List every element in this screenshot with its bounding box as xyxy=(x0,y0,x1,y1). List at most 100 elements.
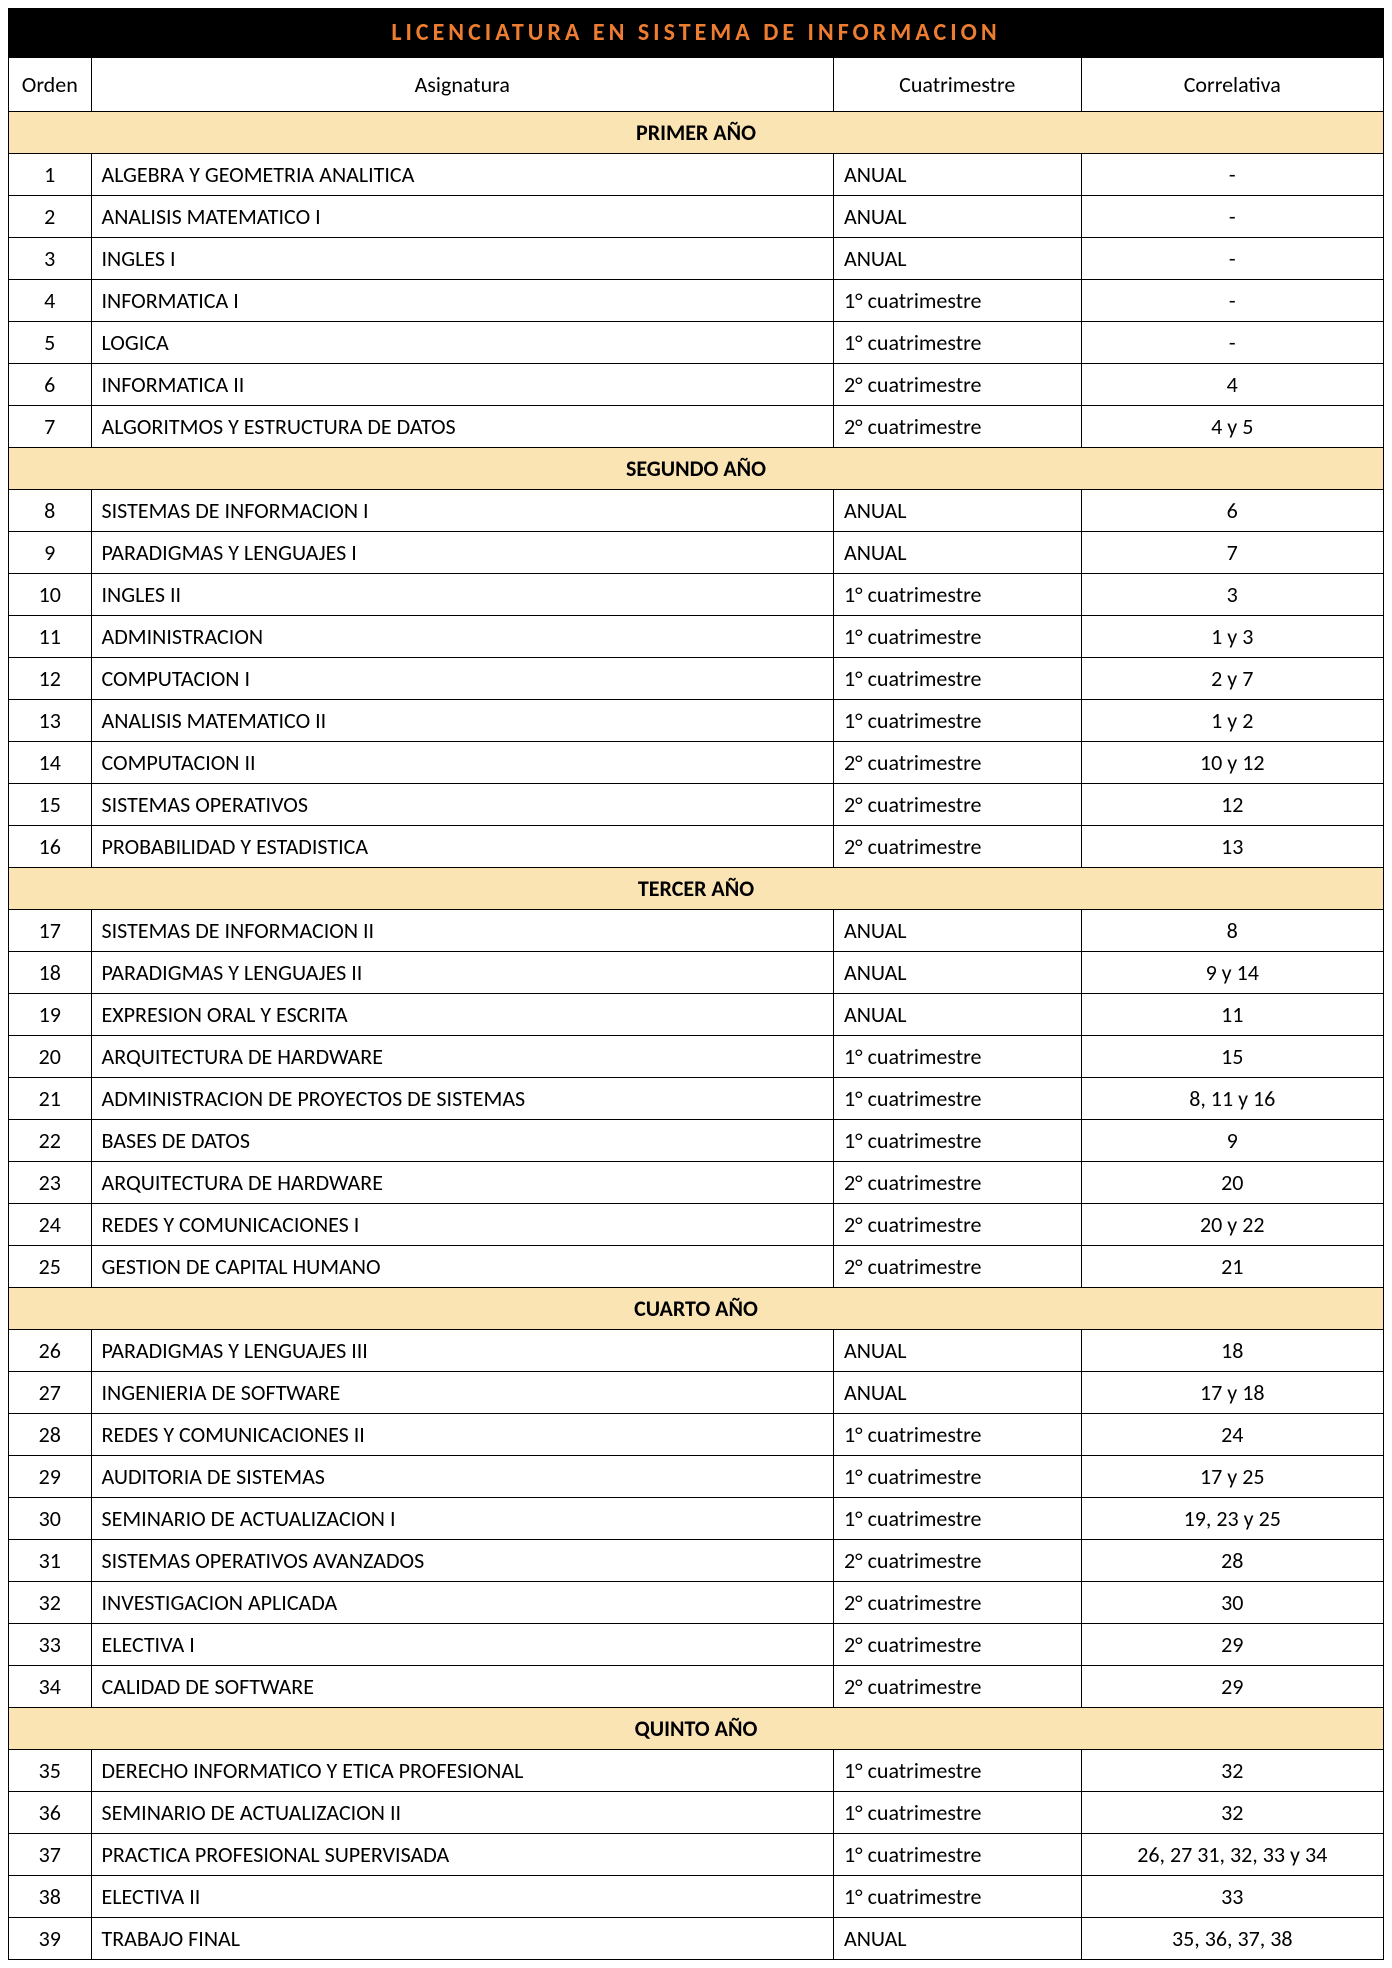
cell-orden: 21 xyxy=(9,1078,92,1120)
cell-orden: 22 xyxy=(9,1120,92,1162)
year-row: TERCER AÑO xyxy=(9,868,1384,910)
year-label: PRIMER AÑO xyxy=(9,112,1384,154)
course-row: 7ALGORITMOS Y ESTRUCTURA DE DATOS2° cuat… xyxy=(9,406,1384,448)
cell-cuatrimestre: 2° cuatrimestre xyxy=(834,1540,1082,1582)
header-row: OrdenAsignaturaCuatrimestreCorrelativa xyxy=(9,58,1384,112)
cell-correlativa: 6 xyxy=(1081,490,1384,532)
cell-asignatura: COMPUTACION II xyxy=(91,742,834,784)
cell-correlativa: 8 xyxy=(1081,910,1384,952)
header-orden: Orden xyxy=(9,58,92,112)
cell-cuatrimestre: 1° cuatrimestre xyxy=(834,1078,1082,1120)
cell-cuatrimestre: 1° cuatrimestre xyxy=(834,1414,1082,1456)
cell-asignatura: TRABAJO FINAL xyxy=(91,1918,834,1960)
course-row: 30SEMINARIO DE ACTUALIZACION I1° cuatrim… xyxy=(9,1498,1384,1540)
cell-correlativa: 4 xyxy=(1081,364,1384,406)
course-row: 17SISTEMAS DE INFORMACION IIANUAL8 xyxy=(9,910,1384,952)
cell-cuatrimestre: ANUAL xyxy=(834,994,1082,1036)
cell-cuatrimestre: 2° cuatrimestre xyxy=(834,1162,1082,1204)
cell-asignatura: SISTEMAS OPERATIVOS AVANZADOS xyxy=(91,1540,834,1582)
cell-asignatura: SISTEMAS DE INFORMACION II xyxy=(91,910,834,952)
cell-correlativa: 8, 11 y 16 xyxy=(1081,1078,1384,1120)
cell-orden: 11 xyxy=(9,616,92,658)
cell-cuatrimestre: 1° cuatrimestre xyxy=(834,1498,1082,1540)
cell-correlativa: - xyxy=(1081,322,1384,364)
cell-asignatura: SISTEMAS DE INFORMACION I xyxy=(91,490,834,532)
cell-cuatrimestre: 1° cuatrimestre xyxy=(834,1036,1082,1078)
cell-orden: 12 xyxy=(9,658,92,700)
cell-orden: 18 xyxy=(9,952,92,994)
cell-cuatrimestre: 2° cuatrimestre xyxy=(834,1246,1082,1288)
cell-orden: 15 xyxy=(9,784,92,826)
cell-cuatrimestre: ANUAL xyxy=(834,238,1082,280)
cell-asignatura: ARQUITECTURA DE HARDWARE xyxy=(91,1162,834,1204)
course-row: 22BASES DE DATOS1° cuatrimestre9 xyxy=(9,1120,1384,1162)
cell-cuatrimestre: 2° cuatrimestre xyxy=(834,1204,1082,1246)
course-row: 14COMPUTACION II2° cuatrimestre10 y 12 xyxy=(9,742,1384,784)
cell-correlativa: 20 xyxy=(1081,1162,1384,1204)
course-row: 6INFORMATICA II2° cuatrimestre4 xyxy=(9,364,1384,406)
cell-correlativa: 28 xyxy=(1081,1540,1384,1582)
cell-correlativa: 17 y 18 xyxy=(1081,1372,1384,1414)
cell-orden: 33 xyxy=(9,1624,92,1666)
course-row: 16PROBABILIDAD Y ESTADISTICA2° cuatrimes… xyxy=(9,826,1384,868)
course-row: 11ADMINISTRACION1° cuatrimestre1 y 3 xyxy=(9,616,1384,658)
cell-correlativa: 1 y 2 xyxy=(1081,700,1384,742)
cell-cuatrimestre: 1° cuatrimestre xyxy=(834,574,1082,616)
cell-asignatura: SISTEMAS OPERATIVOS xyxy=(91,784,834,826)
course-row: 28REDES Y COMUNICACIONES II1° cuatrimest… xyxy=(9,1414,1384,1456)
cell-asignatura: PROBABILIDAD Y ESTADISTICA xyxy=(91,826,834,868)
cell-asignatura: COMPUTACION I xyxy=(91,658,834,700)
cell-orden: 5 xyxy=(9,322,92,364)
cell-correlativa: - xyxy=(1081,238,1384,280)
year-row: SEGUNDO AÑO xyxy=(9,448,1384,490)
cell-asignatura: ELECTIVA II xyxy=(91,1876,834,1918)
course-row: 15SISTEMAS OPERATIVOS2° cuatrimestre12 xyxy=(9,784,1384,826)
cell-cuatrimestre: 1° cuatrimestre xyxy=(834,616,1082,658)
cell-cuatrimestre: ANUAL xyxy=(834,1330,1082,1372)
year-row: PRIMER AÑO xyxy=(9,112,1384,154)
cell-cuatrimestre: 2° cuatrimestre xyxy=(834,742,1082,784)
cell-asignatura: LOGICA xyxy=(91,322,834,364)
cell-cuatrimestre: ANUAL xyxy=(834,196,1082,238)
course-row: 19EXPRESION ORAL Y ESCRITAANUAL11 xyxy=(9,994,1384,1036)
cell-correlativa: 12 xyxy=(1081,784,1384,826)
cell-asignatura: EXPRESION ORAL Y ESCRITA xyxy=(91,994,834,1036)
cell-correlativa: - xyxy=(1081,280,1384,322)
cell-orden: 27 xyxy=(9,1372,92,1414)
cell-orden: 10 xyxy=(9,574,92,616)
cell-cuatrimestre: ANUAL xyxy=(834,154,1082,196)
curriculum-table: LICENCIATURA EN SISTEMA DE INFORMACIONOr… xyxy=(8,8,1384,1960)
cell-correlativa: 17 y 25 xyxy=(1081,1456,1384,1498)
cell-orden: 9 xyxy=(9,532,92,574)
course-row: 2ANALISIS MATEMATICO IANUAL- xyxy=(9,196,1384,238)
cell-asignatura: BASES DE DATOS xyxy=(91,1120,834,1162)
course-row: 38ELECTIVA II1° cuatrimestre33 xyxy=(9,1876,1384,1918)
cell-asignatura: ADMINISTRACION DE PROYECTOS DE SISTEMAS xyxy=(91,1078,834,1120)
cell-asignatura: INFORMATICA II xyxy=(91,364,834,406)
cell-orden: 28 xyxy=(9,1414,92,1456)
cell-orden: 36 xyxy=(9,1792,92,1834)
cell-orden: 37 xyxy=(9,1834,92,1876)
cell-correlativa: 9 xyxy=(1081,1120,1384,1162)
cell-orden: 20 xyxy=(9,1036,92,1078)
program-title: LICENCIATURA EN SISTEMA DE INFORMACION xyxy=(9,9,1384,58)
cell-asignatura: PARADIGMAS Y LENGUAJES III xyxy=(91,1330,834,1372)
cell-asignatura: PARADIGMAS Y LENGUAJES II xyxy=(91,952,834,994)
cell-orden: 24 xyxy=(9,1204,92,1246)
cell-cuatrimestre: 1° cuatrimestre xyxy=(834,1456,1082,1498)
cell-correlativa: 13 xyxy=(1081,826,1384,868)
cell-cuatrimestre: 2° cuatrimestre xyxy=(834,826,1082,868)
cell-correlativa: 2 y 7 xyxy=(1081,658,1384,700)
course-row: 20ARQUITECTURA DE HARDWARE1° cuatrimestr… xyxy=(9,1036,1384,1078)
course-row: 25GESTION DE CAPITAL HUMANO2° cuatrimest… xyxy=(9,1246,1384,1288)
cell-asignatura: INVESTIGACION APLICADA xyxy=(91,1582,834,1624)
cell-cuatrimestre: 1° cuatrimestre xyxy=(834,1792,1082,1834)
cell-cuatrimestre: 2° cuatrimestre xyxy=(834,364,1082,406)
cell-cuatrimestre: 1° cuatrimestre xyxy=(834,322,1082,364)
cell-orden: 26 xyxy=(9,1330,92,1372)
cell-asignatura: ADMINISTRACION xyxy=(91,616,834,658)
course-row: 27INGENIERIA DE SOFTWAREANUAL17 y 18 xyxy=(9,1372,1384,1414)
course-row: 23ARQUITECTURA DE HARDWARE2° cuatrimestr… xyxy=(9,1162,1384,1204)
cell-asignatura: ELECTIVA I xyxy=(91,1624,834,1666)
cell-correlativa: 32 xyxy=(1081,1750,1384,1792)
